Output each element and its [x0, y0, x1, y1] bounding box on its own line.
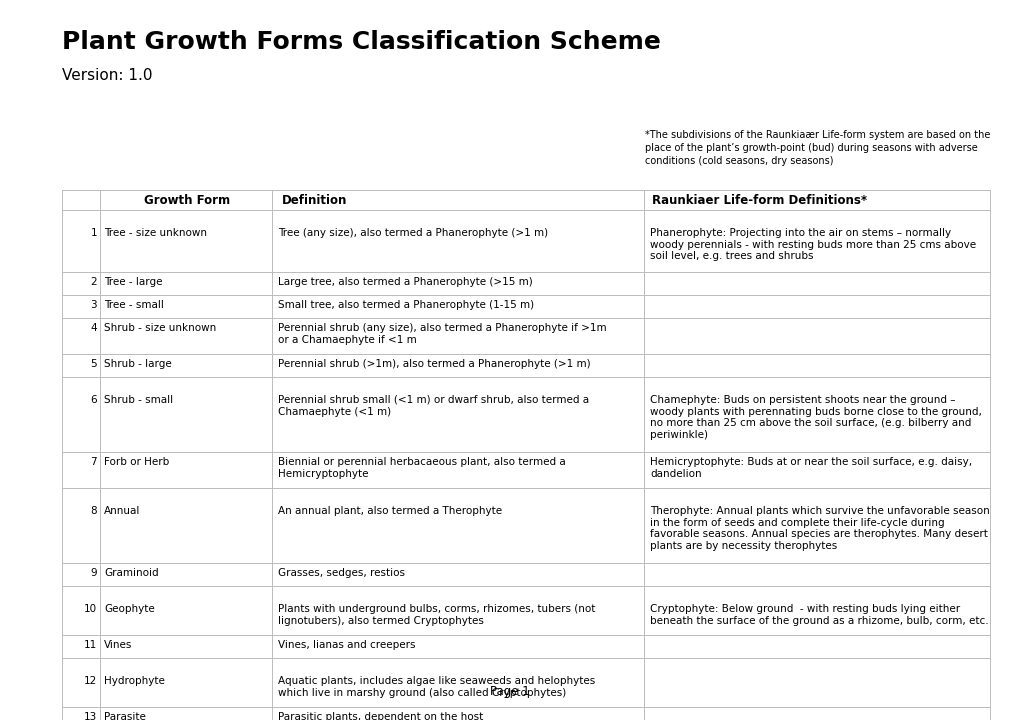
Text: 11: 11: [84, 640, 97, 650]
Text: *The subdivisions of the Raunkiaær Life-form system are based on the
place of th: *The subdivisions of the Raunkiaær Life-…: [644, 130, 989, 166]
Text: Perennial shrub (>1m), also termed a Phanerophyte (>1 m): Perennial shrub (>1m), also termed a Pha…: [278, 359, 590, 369]
Text: Parasite: Parasite: [104, 712, 146, 720]
Text: Perennial shrub small (<1 m) or dwarf shrub, also termed a
Chamaephyte (<1 m): Perennial shrub small (<1 m) or dwarf sh…: [278, 395, 589, 417]
Text: Tree - size unknown: Tree - size unknown: [104, 228, 207, 238]
Text: 13: 13: [84, 712, 97, 720]
Text: Tree - large: Tree - large: [104, 277, 162, 287]
Text: Biennial or perennial herbacaeous plant, also termed a
Hemicryptophyte: Biennial or perennial herbacaeous plant,…: [278, 457, 566, 479]
Text: 7: 7: [91, 457, 97, 467]
Text: 4: 4: [91, 323, 97, 333]
Text: 10: 10: [84, 604, 97, 614]
Text: Hemicryptophyte: Buds at or near the soil surface, e.g. daisy,
dandelion: Hemicryptophyte: Buds at or near the soi…: [649, 457, 971, 479]
Text: Therophyte: Annual plants which survive the unfavorable season
in the form of se: Therophyte: Annual plants which survive …: [649, 506, 988, 551]
Text: Page 1: Page 1: [490, 685, 529, 698]
Text: Definition: Definition: [281, 194, 347, 207]
Text: Version: 1.0: Version: 1.0: [62, 68, 153, 83]
Text: Small tree, also termed a Phanerophyte (1-15 m): Small tree, also termed a Phanerophyte (…: [278, 300, 534, 310]
Text: 9: 9: [91, 568, 97, 578]
Text: Graminoid: Graminoid: [104, 568, 159, 578]
Text: Annual: Annual: [104, 506, 141, 516]
Text: An annual plant, also termed a Therophyte: An annual plant, also termed a Therophyt…: [278, 506, 501, 516]
Text: Tree - small: Tree - small: [104, 300, 164, 310]
Text: Geophyte: Geophyte: [104, 604, 155, 614]
Text: Tree (any size), also termed a Phanerophyte (>1 m): Tree (any size), also termed a Phaneroph…: [278, 228, 547, 238]
Text: Vines: Vines: [104, 640, 132, 650]
Text: Grasses, sedges, restios: Grasses, sedges, restios: [278, 568, 405, 578]
Text: Vines, lianas and creepers: Vines, lianas and creepers: [278, 640, 415, 650]
Text: Forb or Herb: Forb or Herb: [104, 457, 169, 467]
Text: Plant Growth Forms Classification Scheme: Plant Growth Forms Classification Scheme: [62, 30, 660, 54]
Text: 6: 6: [91, 395, 97, 405]
Text: Parasitic plants, dependent on the host: Parasitic plants, dependent on the host: [278, 712, 483, 720]
Text: Perennial shrub (any size), also termed a Phanerophyte if >1m
or a Chamaephyte i: Perennial shrub (any size), also termed …: [278, 323, 606, 345]
Text: Plants with underground bulbs, corms, rhizomes, tubers (not
lignotubers), also t: Plants with underground bulbs, corms, rh…: [278, 604, 595, 626]
Text: 1: 1: [91, 228, 97, 238]
Text: 2: 2: [91, 277, 97, 287]
Text: Raunkiaer Life-form Definitions*: Raunkiaer Life-form Definitions*: [651, 194, 866, 207]
Text: Shrub - small: Shrub - small: [104, 395, 173, 405]
Text: 3: 3: [91, 300, 97, 310]
Text: Growth Form: Growth Form: [144, 194, 230, 207]
Text: 12: 12: [84, 676, 97, 686]
Text: Aquatic plants, includes algae like seaweeds and helophytes
which live in marshy: Aquatic plants, includes algae like seaw…: [278, 676, 595, 698]
Text: Hydrophyte: Hydrophyte: [104, 676, 165, 686]
Text: 5: 5: [91, 359, 97, 369]
Text: Cryptophyte: Below ground  - with resting buds lying either
beneath the surface : Cryptophyte: Below ground - with resting…: [649, 604, 987, 626]
Text: Shrub - size unknown: Shrub - size unknown: [104, 323, 216, 333]
Text: Chamephyte: Buds on persistent shoots near the ground –
woody plants with perenn: Chamephyte: Buds on persistent shoots ne…: [649, 395, 981, 440]
Text: Large tree, also termed a Phanerophyte (>15 m): Large tree, also termed a Phanerophyte (…: [278, 277, 532, 287]
Text: 8: 8: [91, 506, 97, 516]
Text: Phanerophyte: Projecting into the air on stems – normally
woody perennials - wit: Phanerophyte: Projecting into the air on…: [649, 228, 975, 261]
Text: Shrub - large: Shrub - large: [104, 359, 171, 369]
